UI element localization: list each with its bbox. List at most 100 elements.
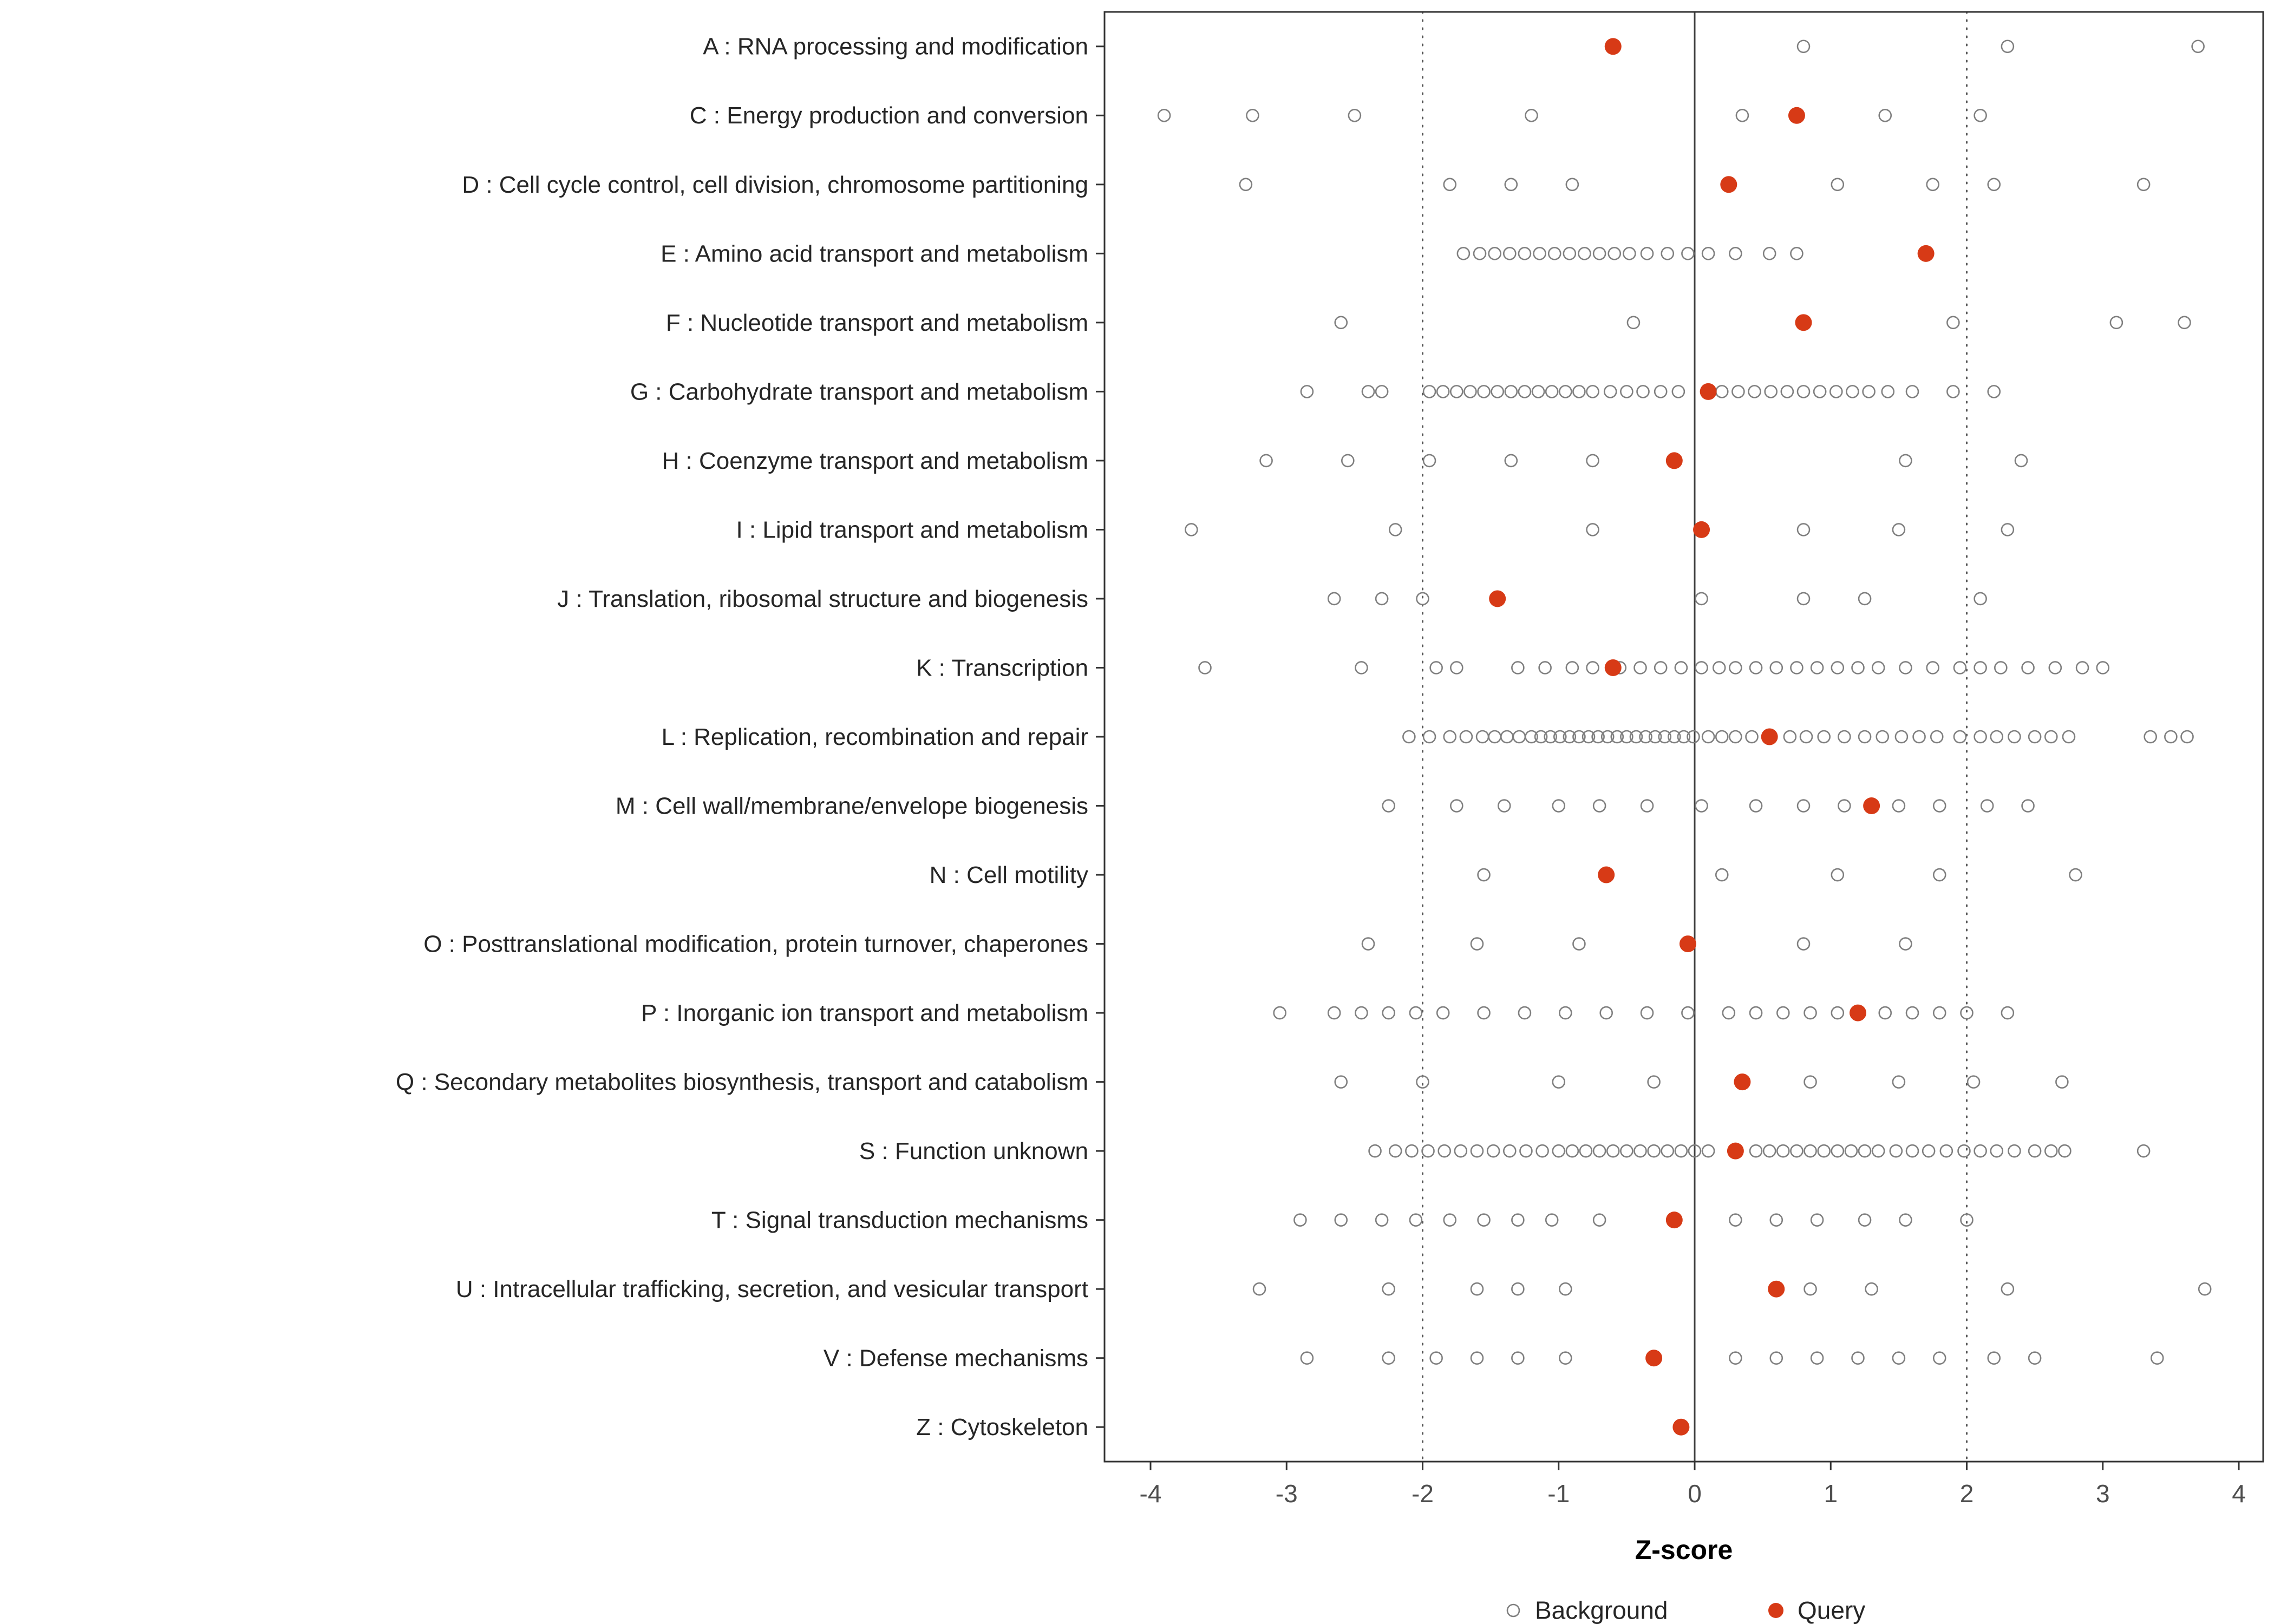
background-point (1518, 385, 1532, 398)
background-point (1382, 1282, 1395, 1296)
background-point (1729, 1213, 1742, 1227)
background-point (1559, 1351, 1572, 1365)
background-point (1544, 730, 1557, 744)
background-point (1327, 1006, 1341, 1020)
background-point (1810, 661, 1824, 675)
background-point (1450, 799, 1463, 813)
background-point (1563, 730, 1577, 744)
background-point (1565, 178, 1579, 192)
x-axis-title: Z-score (1635, 1535, 1733, 1565)
background-point (1695, 661, 1708, 675)
background-point (1599, 1006, 1613, 1020)
query-point (1598, 866, 1615, 883)
background-point (2150, 1351, 2164, 1365)
background-point (1436, 1006, 1450, 1020)
background-point (1382, 1351, 1395, 1365)
background-point (1731, 385, 1745, 398)
query-point (1795, 314, 1812, 331)
query-point (1604, 659, 1622, 676)
background-point (1899, 1213, 1912, 1227)
background-point (1388, 523, 1402, 536)
background-point (1878, 108, 1892, 122)
background-point (1610, 730, 1624, 744)
background-point (1429, 661, 1443, 675)
background-point (1592, 247, 1606, 260)
background-point (1491, 385, 1504, 398)
background-point (1639, 730, 1652, 744)
background-point (1865, 1282, 1878, 1296)
background-point (1858, 1144, 1872, 1158)
background-point (1629, 730, 1643, 744)
background-point (1504, 454, 1518, 468)
x-tick-label: -4 (1140, 1479, 1162, 1508)
category-label: Q : Secondary metabolites biosynthesis, … (396, 1069, 1088, 1096)
background-point (1892, 1075, 1906, 1089)
background-point (1953, 730, 1967, 744)
background-point (1810, 1351, 1824, 1365)
background-point (1477, 1213, 1491, 1227)
query-point (1863, 797, 1880, 815)
background-point (1871, 661, 1885, 675)
background-point (1932, 1006, 1946, 1020)
background-point (1454, 1144, 1468, 1158)
background-point (1633, 1144, 1647, 1158)
background-point (1957, 1144, 1971, 1158)
background-point (1533, 247, 1546, 260)
background-point (1776, 1144, 1790, 1158)
legend-query-marker-icon (1768, 1603, 1783, 1618)
x-tick-label: 2 (1960, 1479, 1974, 1508)
background-point (1769, 661, 1783, 675)
background-point (1974, 1144, 1987, 1158)
background-point (1409, 1213, 1423, 1227)
background-point (1429, 1351, 1443, 1365)
background-point (1450, 385, 1463, 398)
background-point (1334, 1075, 1348, 1089)
background-point (2028, 1351, 2042, 1365)
category-label: T : Signal transduction mechanisms (711, 1207, 1088, 1234)
background-point (1405, 1144, 1419, 1158)
background-point (1994, 661, 2008, 675)
background-point (1327, 592, 1341, 606)
background-point (1745, 730, 1759, 744)
query-point (1788, 107, 1805, 124)
background-point (1375, 385, 1389, 398)
background-point (1563, 247, 1577, 260)
background-point (1633, 661, 1647, 675)
background-point (2191, 40, 2205, 54)
background-point (1831, 1144, 1845, 1158)
background-point (1871, 1144, 1885, 1158)
background-point (1899, 937, 1912, 951)
background-point (1388, 1144, 1402, 1158)
background-point (2164, 730, 2178, 744)
background-point (1796, 523, 1811, 536)
background-point (1157, 108, 1171, 122)
query-point (1645, 1350, 1663, 1367)
background-point (1293, 1213, 1307, 1227)
legend: Background Query (1506, 1596, 1865, 1624)
background-point (1473, 247, 1487, 260)
background-point (1586, 454, 1599, 468)
background-point (1361, 937, 1375, 951)
query-point (1727, 1142, 1744, 1160)
background-point (1620, 385, 1633, 398)
background-point (2198, 1282, 2212, 1296)
background-point (1905, 1144, 1919, 1158)
background-point (1422, 385, 1436, 398)
background-point (1606, 1144, 1620, 1158)
background-point (1525, 108, 1538, 122)
background-point (2180, 730, 2194, 744)
background-point (1547, 247, 1561, 260)
background-point (1647, 1144, 1661, 1158)
background-point (2109, 316, 2123, 330)
background-point (1565, 1144, 1579, 1158)
background-point (1591, 730, 1605, 744)
background-point (1862, 385, 1876, 398)
background-point (1572, 385, 1586, 398)
background-point (1355, 661, 1368, 675)
background-point (1769, 1213, 1783, 1227)
background-point (1790, 247, 1803, 260)
background-point (1518, 247, 1532, 260)
background-point (2178, 316, 2191, 330)
category-label: C : Energy production and conversion (690, 102, 1088, 129)
